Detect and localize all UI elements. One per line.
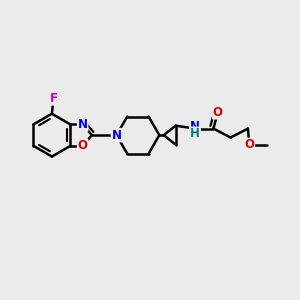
Text: O: O [78, 139, 88, 152]
Text: F: F [50, 92, 57, 105]
Text: H: H [190, 128, 200, 140]
Text: N: N [190, 120, 200, 133]
Text: N: N [78, 118, 88, 131]
Text: O: O [244, 138, 254, 152]
Text: N: N [112, 129, 122, 142]
Text: O: O [213, 106, 223, 119]
